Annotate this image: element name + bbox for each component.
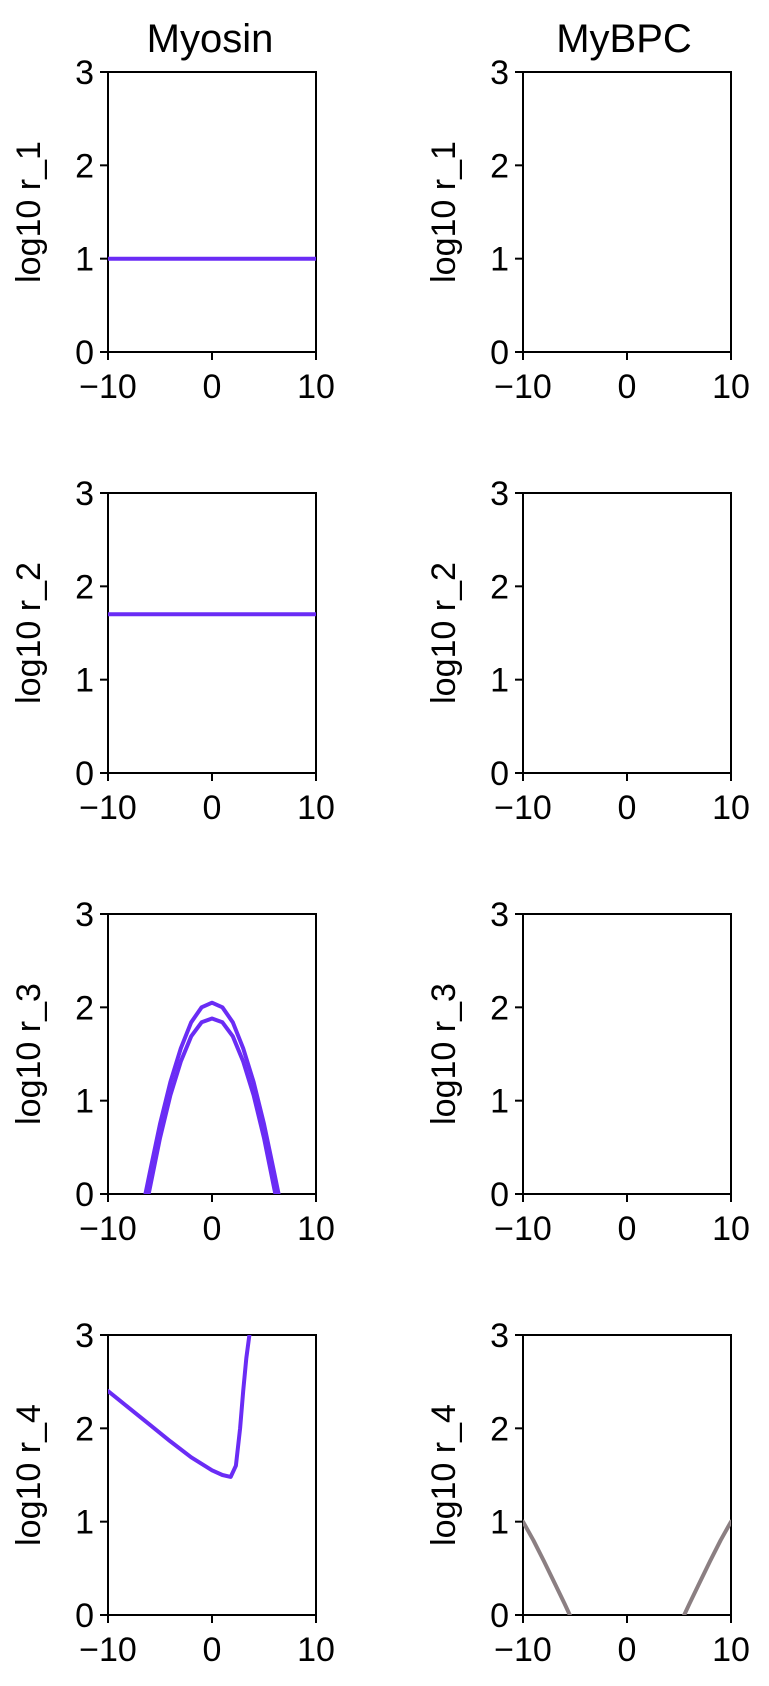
- panel-myosin-r1-ytick-label: 1: [75, 241, 94, 279]
- panel-mybpc-r4-series-1: [523, 1519, 572, 1615]
- panel-myosin-r2-xtick-label: −10: [79, 789, 137, 827]
- panel-mybpc-r2-ytick-label: 3: [490, 475, 509, 513]
- panel-mybpc-r3-ytick-label: 0: [490, 1176, 509, 1214]
- panel-myosin-r3-ytick-label: 3: [75, 896, 94, 934]
- panel-myosin-r3-xtick-label: −10: [79, 1210, 137, 1248]
- panel-myosin-r4-xtick-label: −10: [79, 1631, 137, 1669]
- panel-mybpc-r1-ytick-label: 1: [490, 241, 509, 279]
- panel-mybpc-r1-xtick-label: −10: [494, 368, 552, 406]
- panel-myosin-r4-series-1: [108, 1335, 252, 1479]
- panel-myosin-r3-frame: [107, 913, 317, 1195]
- panel-mybpc-r4-xtick-label: −10: [494, 1631, 552, 1669]
- panel-mybpc-r4-ytick-label: 1: [490, 1504, 509, 1542]
- panel-myosin-r4-ytick-label: 1: [75, 1504, 94, 1542]
- panel-myosin-r1-xtick-label: −10: [79, 368, 137, 406]
- panel-mybpc-r2-xtick-label: −10: [494, 789, 552, 827]
- panel-myosin-r1-xtick-label: 10: [297, 368, 335, 406]
- panel-mybpc-r3-ytick-label: 1: [490, 1083, 509, 1121]
- panel-mybpc-r4-frame: [522, 1334, 732, 1616]
- panel-myosin-r3-ytick-label: 0: [75, 1176, 94, 1214]
- panel-mybpc-r2-xtick-label: 10: [712, 789, 750, 827]
- column-title-mybpc: MyBPC: [556, 17, 692, 61]
- panel-mybpc-r4-ylabel: log10 r_4: [425, 1404, 463, 1546]
- panel-myosin-r4-xtick-label: 0: [203, 1631, 222, 1669]
- panel-myosin-r2-ytick-label: 1: [75, 662, 94, 700]
- panel-mybpc-r3-xtick-label: −10: [494, 1210, 552, 1248]
- panel-mybpc-r3-ylabel: log10 r_3: [425, 983, 463, 1125]
- panel-mybpc-r3-ytick-label: 3: [490, 896, 509, 934]
- panel-myosin-r2-xtick-label: 0: [203, 789, 222, 827]
- panel-myosin-r1-frame: [107, 71, 317, 353]
- panel-mybpc-r3-xtick-label: 10: [712, 1210, 750, 1248]
- panel-myosin-r3-series-2: [146, 1016, 278, 1194]
- panel-myosin-r4-ylabel: log10 r_4: [10, 1404, 48, 1546]
- panel-myosin-r4-frame: [107, 1334, 317, 1616]
- panel-mybpc-r2-ytick-label: 0: [490, 755, 509, 793]
- panel-mybpc-r3-xtick-label: 0: [618, 1210, 637, 1248]
- column-title-myosin: Myosin: [147, 17, 274, 61]
- panel-mybpc-r4-ytick-label: 2: [490, 1410, 509, 1448]
- panel-mybpc-r3-frame: [522, 913, 732, 1195]
- panel-mybpc-r1-ytick-label: 0: [490, 334, 509, 372]
- panel-mybpc-r1-xtick-label: 0: [618, 368, 637, 406]
- panel-myosin-r1-xtick-label: 0: [203, 368, 222, 406]
- panel-myosin-r2-xtick-label: 10: [297, 789, 335, 827]
- panel-myosin-r2-ylabel: log10 r_2: [10, 562, 48, 704]
- panel-myosin-r3-ylabel: log10 r_3: [10, 983, 48, 1125]
- panel-mybpc-r4-ytick-label: 3: [490, 1317, 509, 1355]
- panel-mybpc-r2-ytick-label: 2: [490, 568, 509, 606]
- panel-myosin-r4-ytick-label: 3: [75, 1317, 94, 1355]
- panel-mybpc-r4-xtick-label: 0: [618, 1631, 637, 1669]
- panel-myosin-r4-ytick-label: 0: [75, 1597, 94, 1635]
- panel-mybpc-r1-ytick-label: 2: [490, 147, 509, 185]
- panel-myosin-r1-ylabel: log10 r_1: [10, 141, 48, 283]
- panel-myosin-r3-xtick-label: 10: [297, 1210, 335, 1248]
- panel-myosin-r2-frame: [107, 492, 317, 774]
- panel-mybpc-r1-ytick-label: 3: [490, 54, 509, 92]
- panel-myosin-r3-xtick-label: 0: [203, 1210, 222, 1248]
- panel-myosin-r1-ytick-label: 2: [75, 147, 94, 185]
- panel-myosin-r1-ytick-label: 3: [75, 54, 94, 92]
- panel-mybpc-r1-ylabel: log10 r_1: [425, 141, 463, 283]
- panel-mybpc-r2-xtick-label: 0: [618, 789, 637, 827]
- panel-mybpc-r4-ytick-label: 0: [490, 1597, 509, 1635]
- panel-myosin-r3-ytick-label: 2: [75, 989, 94, 1027]
- panel-mybpc-r3-ytick-label: 2: [490, 989, 509, 1027]
- panel-myosin-r2-ytick-label: 3: [75, 475, 94, 513]
- panel-mybpc-r4-series-2: [682, 1519, 731, 1615]
- panel-mybpc-r2-frame: [522, 492, 732, 774]
- panel-mybpc-r1-xtick-label: 10: [712, 368, 750, 406]
- panel-mybpc-r1-frame: [522, 71, 732, 353]
- panel-myosin-r3-series-1: [143, 1000, 281, 1194]
- panel-myosin-r2-ytick-label: 0: [75, 755, 94, 793]
- panel-mybpc-r2-ytick-label: 1: [490, 662, 509, 700]
- panel-mybpc-r4-xtick-label: 10: [712, 1631, 750, 1669]
- panel-myosin-r4-ytick-label: 2: [75, 1410, 94, 1448]
- panel-myosin-r4-xtick-label: 10: [297, 1631, 335, 1669]
- panel-myosin-r3-ytick-label: 1: [75, 1083, 94, 1121]
- panel-myosin-r2-ytick-label: 2: [75, 568, 94, 606]
- panel-mybpc-r2-ylabel: log10 r_2: [425, 562, 463, 704]
- panel-myosin-r1-ytick-label: 0: [75, 334, 94, 372]
